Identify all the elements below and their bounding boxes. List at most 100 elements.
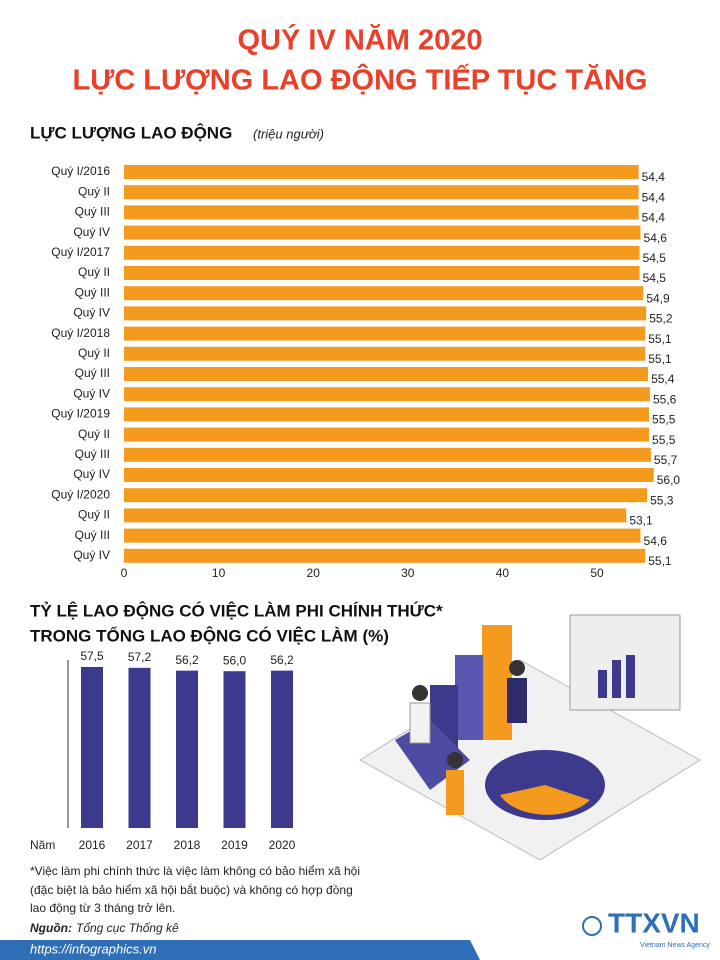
bar [124,266,640,280]
data-label: 55,5 [652,433,676,447]
bar [124,326,646,341]
chart-title: TRONG TỔNG LAO ĐỘNG CÓ VIỆC LÀM (%) [30,626,389,645]
x-axis-label: Năm [30,838,55,852]
chart-title: TỶ LỆ LAO ĐỘNG CÓ VIỆC LÀM PHI CHÍNH THỨ… [30,601,443,620]
logo: TTXVN [608,907,700,938]
data-label: 54,5 [643,251,667,265]
bar [124,407,650,422]
footnote: lao động từ 3 tháng trở lên. [30,901,175,915]
data-label: 55,2 [649,312,673,326]
data-label: 57,5 [80,649,104,663]
y-tick-label: Quý I/2016 [51,164,110,178]
data-label: 54,6 [644,534,668,548]
data-label: 56,2 [270,653,294,667]
bar [124,427,650,442]
source-text: Tổng cục Thống kê [76,921,179,935]
data-label: 55,3 [650,493,674,507]
main-title: LỰC LƯỢNG LAO ĐỘNG TIẾP TỤC TĂNG [73,63,648,97]
data-label: 56,0 [657,473,681,487]
x-tick-label: 20 [307,566,321,580]
y-tick-label: Quý III [75,285,110,299]
bar [124,205,639,220]
y-tick-label: Quý IV [73,225,110,239]
data-label: 55,1 [648,554,672,568]
bar [176,670,198,828]
y-tick-label: Quý III [75,366,110,380]
bar [124,165,639,179]
source-label: Nguồn: [30,921,72,935]
data-label: 54,5 [643,271,667,285]
data-label: 55,6 [653,392,677,406]
x-tick-label: 0 [121,566,128,580]
bar [128,667,151,828]
bar [223,671,246,828]
x-tick-label: 2017 [126,838,153,852]
bar [271,670,293,828]
bar [124,286,644,301]
y-tick-label: Quý IV [73,467,110,481]
y-tick-label: Quý I/2019 [51,407,110,421]
logo-icon [582,916,602,936]
bar [124,306,647,321]
footnote: (đặc biệt là bảo hiểm xã hội bắt buộc) v… [30,882,353,897]
y-tick-label: Quý IV [73,548,110,562]
x-tick-label: 40 [496,566,510,580]
y-tick-label: Quý III [75,528,110,542]
x-tick-label: 2020 [269,838,296,852]
x-tick-label: 10 [212,566,226,580]
y-tick-label: Quý I/2020 [51,487,110,501]
y-tick-label: Quý IV [73,306,110,320]
y-tick-label: Quý I/2017 [51,245,110,259]
data-label: 56,0 [223,653,247,667]
bar [124,387,650,402]
x-tick-label: 50 [590,566,604,580]
logo-tagline: Vietnam News Agency [640,942,710,949]
y-tick-label: Quý IV [73,386,110,400]
chart-subtitle: (triệu người) [253,126,324,141]
illustration [359,614,701,861]
data-label: 54,6 [644,231,668,245]
bar [124,185,639,200]
bar [124,548,646,563]
y-tick-label: Quý II [78,427,110,441]
data-label: 55,7 [654,453,678,467]
data-label: 54,9 [646,291,670,305]
data-label: 54,4 [642,211,666,225]
url[interactable]: https://infographics.vn [30,941,156,956]
data-label: 55,5 [652,413,676,427]
bar [124,447,651,462]
y-tick-label: Quý II [78,265,110,279]
data-label: 54,4 [642,190,666,204]
footer-band [0,940,480,960]
bar [124,468,654,482]
footnote: *Việc làm phi chính thức là việc làm khô… [30,864,360,878]
y-tick-label: Quý II [78,184,110,198]
bar [124,488,648,503]
data-label: 57,2 [128,650,152,664]
data-label: 53,1 [629,514,653,528]
x-tick-label: 30 [401,566,415,580]
y-tick-label: Quý III [75,447,110,461]
data-label: 55,1 [648,332,672,346]
x-tick-label: 2016 [79,838,106,852]
data-label: 56,2 [175,653,199,667]
data-label: 55,4 [651,372,675,386]
bar [124,245,640,260]
main-title: QUÝ IV NĂM 2020 [238,23,483,57]
bar [124,225,641,240]
y-tick-label: Quý II [78,508,110,522]
x-tick-label: 2019 [221,838,248,852]
bar [124,508,627,523]
x-tick-label: 2018 [174,838,201,852]
y-tick-label: Quý II [78,346,110,360]
bar [124,367,649,381]
data-label: 54,4 [642,170,666,184]
data-label: 55,1 [648,352,672,366]
chart-title: LỰC LƯỢNG LAO ĐỘNG [30,123,232,142]
bar [81,667,103,828]
bar [124,528,641,543]
y-tick-label: Quý III [75,205,110,219]
y-tick-label: Quý I/2018 [51,326,110,340]
bar [124,346,646,361]
